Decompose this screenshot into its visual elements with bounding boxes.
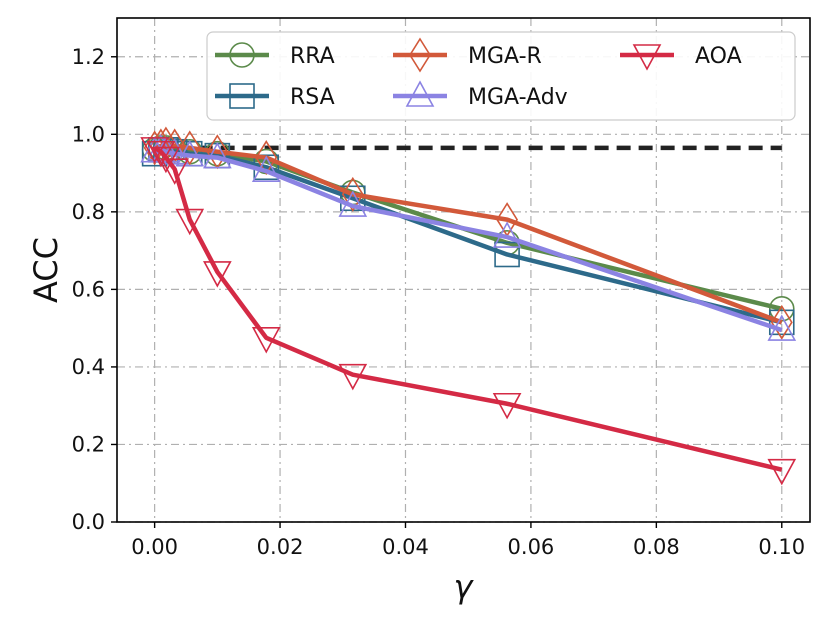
- legend-entry-mga-r: MGA-R: [393, 37, 542, 73]
- data-point-mga-adv: [175, 139, 205, 167]
- legend-label: RRA: [290, 44, 335, 69]
- y-axis-title: ACC: [27, 237, 65, 303]
- x-tick-label: 0.06: [508, 535, 555, 559]
- legend-label: AOA: [695, 44, 742, 69]
- series-aoa: [140, 137, 797, 486]
- x-tick-label: 0.08: [633, 535, 680, 559]
- y-tick-label: 0.8: [72, 200, 105, 224]
- data-point-aoa: [492, 392, 522, 420]
- legend-entry-aoa: AOA: [620, 44, 742, 71]
- tick-layer: 0.00 0.02 0.04 0.06 0.08 0.10 0.0 0.2 0.4 0.6 0.8 1…: [72, 45, 806, 559]
- data-point-mga-adv: [767, 314, 797, 341]
- data-point-aoa: [160, 158, 190, 185]
- legend-marker: [409, 37, 431, 73]
- data-point-mga-r: [341, 176, 364, 212]
- y-tick-label: 1.0: [72, 122, 105, 146]
- data-point-rsa: [494, 241, 520, 268]
- data-point-rsa: [768, 309, 795, 336]
- x-axis-title: γ: [454, 568, 475, 606]
- legend-label: RSA: [290, 85, 335, 110]
- series-line-mga-adv: [153, 147, 783, 333]
- legend-label: MGA-Adv: [468, 85, 568, 110]
- legend-entry-rsa: RSA: [215, 83, 335, 110]
- data-point-aoa: [338, 363, 368, 391]
- data-point-mga-r: [178, 130, 201, 166]
- data-point-aoa: [251, 327, 281, 354]
- legend-marker: [229, 42, 255, 68]
- x-tick-label: 0.00: [131, 535, 178, 559]
- series-layer: [140, 126, 797, 486]
- legend-entry-mga-adv: MGA-Adv: [393, 80, 568, 110]
- data-point-mga-adv: [338, 190, 368, 217]
- legend-entry-rra: RRA: [215, 42, 335, 69]
- data-point-mga-adv: [251, 155, 281, 182]
- data-point-aoa: [146, 140, 176, 168]
- data-point-mga-r: [770, 304, 793, 340]
- y-tick-label: 0.2: [72, 432, 105, 456]
- x-tick-label: 0.02: [257, 535, 304, 559]
- data-point-aoa: [767, 458, 797, 486]
- y-tick-label: 0.4: [72, 355, 105, 379]
- data-point-mga-adv: [492, 221, 522, 248]
- legend-marker: [405, 80, 435, 107]
- plot-frame: [116, 17, 811, 523]
- y-tick-label: 1.2: [72, 45, 105, 69]
- x-tick-label: 0.04: [382, 535, 429, 559]
- legend-marker: [229, 83, 255, 109]
- data-point-aoa: [140, 137, 169, 164]
- data-point-aoa: [175, 208, 205, 236]
- legend: RRA RSA MGA-R MGA-Adv AOA: [206, 31, 796, 121]
- legend-label: MGA-R: [468, 44, 542, 69]
- series-line-aoa: [153, 145, 783, 472]
- data-point-mga-r: [255, 140, 278, 176]
- data-point-mga-adv: [203, 141, 232, 169]
- x-tick-label: 0.10: [758, 535, 805, 559]
- data-point-aoa: [203, 261, 232, 288]
- y-tick-label: 0.6: [72, 277, 105, 301]
- y-tick-label: 0.0: [72, 510, 105, 534]
- legend-marker: [632, 44, 662, 71]
